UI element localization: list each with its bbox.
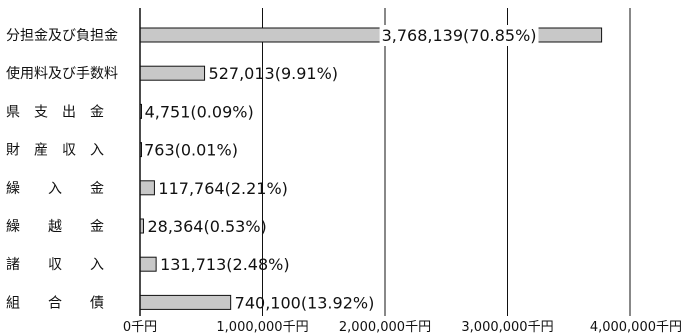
data-label-1: 527,013(9.91%) <box>209 64 338 83</box>
category-label-5: 繰 越 金 <box>6 219 104 235</box>
category-label-6: 諸 収 入 <box>6 257 104 273</box>
data-label-6: 131,713(2.48%) <box>160 255 289 274</box>
x-tick-label-2: 2,000,000千円 <box>339 320 431 335</box>
data-label-7: 740,100(13.92%) <box>235 293 375 312</box>
category-label-3: 財 産 収 入 <box>6 143 104 159</box>
data-label-3: 763(0.01%) <box>144 141 238 160</box>
data-label-0: 3,768,139(70.85%) <box>382 26 537 45</box>
data-label-2: 4,751(0.09%) <box>145 102 254 121</box>
x-tick-label-4: 4,000,000千円 <box>590 320 682 335</box>
bar-7 <box>139 294 232 310</box>
bar-4 <box>139 180 155 196</box>
data-label-4: 117,764(2.21%) <box>158 179 287 198</box>
category-label-1: 使用料及び手数料 <box>6 65 118 82</box>
category-label-7: 組 合 債 <box>6 295 104 311</box>
category-label-4: 繰 入 金 <box>6 181 104 197</box>
x-tick-label-0: 0千円 <box>123 320 157 335</box>
category-label-0: 分担金及び負担金 <box>6 28 118 44</box>
data-label-0-background <box>379 25 539 46</box>
category-label-2: 県 支 出 金 <box>6 104 104 120</box>
data-label-5: 28,364(0.53%) <box>147 217 266 236</box>
x-tick-label-1: 1,000,000千円 <box>216 320 308 335</box>
bar-6 <box>139 256 157 272</box>
bar-1 <box>139 65 206 81</box>
x-tick-label-3: 3,000,000千円 <box>461 320 553 335</box>
